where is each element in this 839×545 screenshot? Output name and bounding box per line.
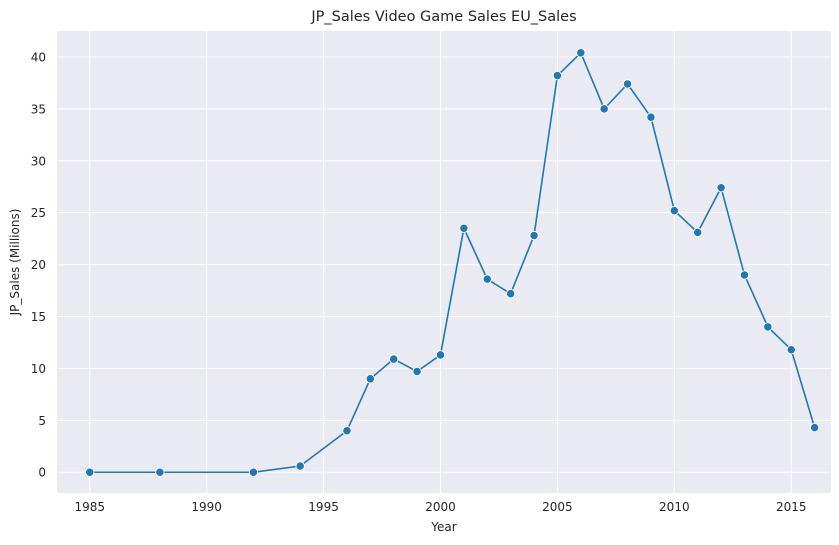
data-point bbox=[248, 467, 259, 477]
data-point bbox=[85, 467, 95, 477]
y-tick-label: 5 bbox=[38, 414, 46, 428]
x-tick-label: 2000 bbox=[425, 500, 456, 514]
data-point bbox=[552, 70, 563, 81]
data-point bbox=[155, 467, 165, 477]
y-tick-label: 10 bbox=[31, 362, 46, 376]
data-point bbox=[622, 79, 633, 89]
x-axis-tick-labels: 1985 1990 1995 2000 2005 2010 2015 bbox=[74, 500, 806, 514]
data-point bbox=[809, 422, 820, 433]
y-tick-label: 20 bbox=[31, 258, 46, 272]
plot-area-background bbox=[57, 31, 831, 493]
data-point bbox=[763, 322, 773, 332]
y-tick-label: 15 bbox=[31, 310, 46, 324]
data-point bbox=[646, 112, 656, 122]
data-series bbox=[85, 48, 820, 477]
data-point bbox=[459, 223, 469, 233]
x-tick-label: 1995 bbox=[308, 500, 339, 514]
data-point bbox=[786, 345, 796, 355]
data-point bbox=[482, 274, 492, 284]
y-tick-label: 0 bbox=[38, 466, 46, 480]
data-point bbox=[412, 366, 422, 377]
data-point bbox=[365, 374, 375, 384]
y-tick-label: 25 bbox=[31, 206, 46, 220]
y-axis-label: JP_Sales (Millions) bbox=[8, 209, 22, 317]
data-point bbox=[693, 227, 703, 238]
y-axis-tick-labels: 0 5 10 15 20 25 30 35 40 bbox=[31, 50, 46, 479]
data-point bbox=[739, 270, 750, 280]
y-tick-label: 35 bbox=[31, 102, 46, 116]
data-point bbox=[529, 230, 539, 241]
chart-title: JP_Sales Video Game Sales EU_Sales bbox=[310, 9, 576, 25]
data-point bbox=[669, 205, 679, 216]
data-point bbox=[716, 183, 726, 193]
data-point bbox=[435, 350, 446, 360]
x-axis-label: Year bbox=[430, 520, 456, 534]
x-tick-label: 2010 bbox=[659, 500, 690, 514]
y-tick-label: 30 bbox=[31, 154, 46, 168]
data-point bbox=[576, 48, 586, 58]
x-tick-label: 2015 bbox=[776, 500, 807, 514]
data-point bbox=[389, 354, 399, 364]
data-point bbox=[295, 461, 305, 471]
data-point bbox=[342, 426, 352, 436]
grid-lines bbox=[57, 31, 831, 493]
data-point bbox=[505, 289, 516, 299]
y-tick-label: 40 bbox=[31, 50, 46, 64]
x-tick-label: 1985 bbox=[74, 500, 105, 514]
x-tick-label: 1990 bbox=[191, 500, 222, 514]
data-point bbox=[599, 104, 609, 114]
x-tick-label: 2005 bbox=[542, 500, 573, 514]
